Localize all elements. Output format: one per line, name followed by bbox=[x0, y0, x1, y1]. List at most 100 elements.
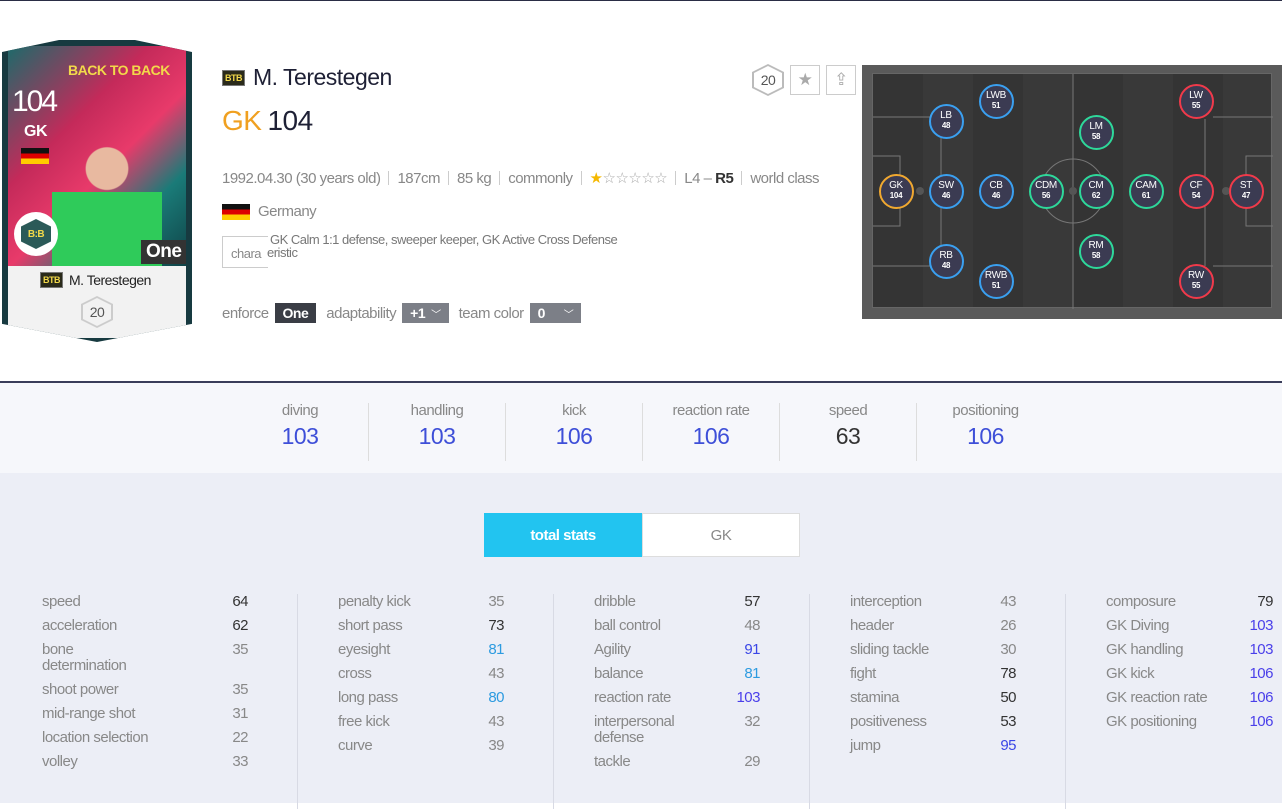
enforce-badge: One bbox=[141, 240, 187, 264]
stat-row: cross 43 bbox=[338, 665, 504, 682]
stat-row: positiveness 53 bbox=[850, 713, 1016, 730]
stats-column: dribble 57 ball control 48 Agility 91 balance 8… bbox=[554, 594, 810, 809]
stat-row: composure 79 bbox=[1106, 593, 1273, 610]
stats-columns: speed 64 acceleration 62 bone determination 3… bbox=[42, 594, 1282, 809]
stat-row: volley 33 bbox=[42, 753, 248, 770]
stats-tabs: total stats GK bbox=[484, 513, 800, 557]
adaptability-label: adaptability bbox=[326, 304, 397, 322]
position-node-rwb[interactable]: RWB 51 bbox=[978, 263, 1014, 299]
stat-row: penalty kick 35 bbox=[338, 593, 504, 610]
card-event-title: BACK TO BACK bbox=[68, 62, 170, 78]
card-player-name: BTB M. Terestegen bbox=[40, 272, 151, 288]
stat-row: mid-range shot 31 bbox=[42, 705, 248, 722]
stat-row: dribble 57 bbox=[594, 593, 760, 610]
germany-flag-icon bbox=[222, 203, 250, 220]
stat-row: shoot power 35 bbox=[42, 681, 248, 698]
weight: 85 kg bbox=[456, 169, 492, 187]
tab-total-stats[interactable]: total stats bbox=[484, 513, 642, 557]
enforce-label: enforce bbox=[222, 304, 269, 322]
season-icon: BTB bbox=[40, 272, 63, 288]
position-node-lw[interactable]: LW 55 bbox=[1178, 83, 1214, 119]
star-icon: ★ bbox=[797, 70, 813, 89]
position-node-cam[interactable]: CAM 61 bbox=[1128, 173, 1164, 209]
pitch-lines bbox=[873, 74, 1273, 309]
card-level-badge: 20 bbox=[81, 296, 113, 328]
position-node-sw[interactable]: SW 46 bbox=[928, 173, 964, 209]
position-node-rw[interactable]: RW 55 bbox=[1178, 263, 1214, 299]
stats-section: total stats GK speed 64 acceleration 62 bone … bbox=[0, 473, 1282, 809]
stat-row: bone determination 35 bbox=[42, 641, 248, 674]
key-stat-handling: handling 103 bbox=[369, 402, 506, 461]
key-stat-positioning: positioning 106 bbox=[952, 402, 1019, 449]
germany-flag-icon bbox=[21, 148, 49, 164]
position-node-cdm[interactable]: CDM 56 bbox=[1028, 173, 1064, 209]
season-icon: BTB bbox=[222, 69, 245, 86]
position-node-cf[interactable]: CF 54 bbox=[1178, 173, 1214, 209]
stats-column: speed 64 acceleration 62 bone determination 3… bbox=[42, 594, 298, 809]
position-node-st[interactable]: ST 47 bbox=[1228, 173, 1264, 209]
favorite-button[interactable]: ★ bbox=[790, 65, 820, 95]
position-node-lwb[interactable]: LWB 51 bbox=[978, 83, 1014, 119]
stat-row: stamina 50 bbox=[850, 689, 1016, 706]
weak-foot: L4 – R5 bbox=[684, 169, 734, 187]
stat-row: GK Diving 103 bbox=[1106, 617, 1273, 634]
player-header: BTB M. Terestegen GK 104 bbox=[222, 64, 392, 137]
stat-row: fight 78 bbox=[850, 665, 1016, 682]
birth-date: 1992.04.30 (30 years old) bbox=[222, 169, 381, 187]
stat-row: interpersonal defense 32 bbox=[594, 713, 760, 746]
chevron-down-icon: ﹀ bbox=[431, 309, 441, 321]
card-rating: 104 bbox=[12, 85, 58, 118]
stat-row: free kick 43 bbox=[338, 713, 504, 730]
stats-column: penalty kick 35 short pass 73 eyesight 81 cros… bbox=[298, 594, 554, 809]
level-button[interactable]: 20 bbox=[752, 64, 784, 96]
body-type: commonly bbox=[508, 169, 573, 187]
reputation: world class bbox=[750, 169, 819, 187]
top-border bbox=[0, 0, 1282, 1]
tab-gk[interactable]: GK bbox=[642, 513, 800, 557]
key-stat-speed: speed 63 bbox=[780, 402, 917, 461]
stats-column: interception 43 header 26 sliding tackle 30 fi… bbox=[810, 594, 1066, 809]
enforce-select[interactable]: One bbox=[274, 303, 317, 323]
pitch-field: GK 104 SW 46 CB 46 LB 48 RB 48 LWB 51 RWB 51 CDM 56 CM 62… bbox=[872, 73, 1273, 309]
stat-row: GK kick 106 bbox=[1106, 665, 1273, 682]
team-color-select[interactable]: 0 ﹀ bbox=[529, 303, 582, 323]
position-node-gk[interactable]: GK 104 bbox=[878, 173, 914, 209]
stat-row: eyesight 81 bbox=[338, 641, 504, 658]
nationality: Germany bbox=[222, 203, 317, 220]
stat-row: tackle 29 bbox=[594, 753, 760, 770]
stat-row: reaction rate 103 bbox=[594, 689, 760, 706]
key-stat-reaction-rate: reaction rate 106 bbox=[643, 402, 780, 461]
stat-row: short pass 73 bbox=[338, 617, 504, 634]
position-node-lb[interactable]: LB 48 bbox=[928, 103, 964, 139]
key-stat-kick: kick 106 bbox=[506, 402, 643, 461]
position-node-rm[interactable]: RM 58 bbox=[1078, 233, 1114, 269]
stat-row: balance 81 bbox=[594, 665, 760, 682]
stat-row: acceleration 62 bbox=[42, 617, 248, 634]
position-node-rb[interactable]: RB 48 bbox=[928, 243, 964, 279]
position-node-cb[interactable]: CB 46 bbox=[978, 173, 1014, 209]
team-badge-icon: B:B bbox=[14, 212, 58, 256]
stat-row: location selection 22 bbox=[42, 729, 248, 746]
characteristic-traits: GK Calm 1:1 defense, sweeper keeper, GK … bbox=[267, 232, 618, 260]
player-overall: GK 104 bbox=[222, 105, 313, 136]
upload-arrow-icon: ⇪ bbox=[834, 70, 848, 89]
chevron-down-icon: ﹀ bbox=[563, 309, 574, 321]
player-name: M. Terestegen bbox=[253, 64, 392, 90]
adaptability-select[interactable]: +1 ﹀ bbox=[402, 303, 449, 323]
stat-row: ball control 48 bbox=[594, 617, 760, 634]
position-node-lm[interactable]: LM 58 bbox=[1078, 114, 1114, 150]
stat-row: curve 39 bbox=[338, 737, 504, 754]
stat-row: Agility 91 bbox=[594, 641, 760, 658]
stat-row: speed 64 bbox=[42, 593, 248, 610]
stats-column: composure 79 GK Diving 103 GK handling 103 GK … bbox=[1066, 594, 1282, 809]
stat-row: long pass 80 bbox=[338, 689, 504, 706]
stat-row: jump 95 bbox=[850, 737, 1016, 754]
stat-row: interception 43 bbox=[850, 593, 1016, 610]
position-node-cm[interactable]: CM 62 bbox=[1078, 173, 1114, 209]
key-stats-strip: diving 103 handling 103 kick 106 reaction rate… bbox=[0, 383, 1282, 473]
team-color-label: team color bbox=[458, 304, 525, 322]
player-meta: 1992.04.30 (30 years old) 187cm 85 kg co… bbox=[222, 169, 819, 188]
stat-row: GK reaction rate 106 bbox=[1106, 689, 1273, 706]
share-button[interactable]: ⇪ bbox=[826, 65, 856, 95]
player-card: BACK TO BACK 104 GK B:B One BTB M. Terest… bbox=[2, 40, 192, 342]
